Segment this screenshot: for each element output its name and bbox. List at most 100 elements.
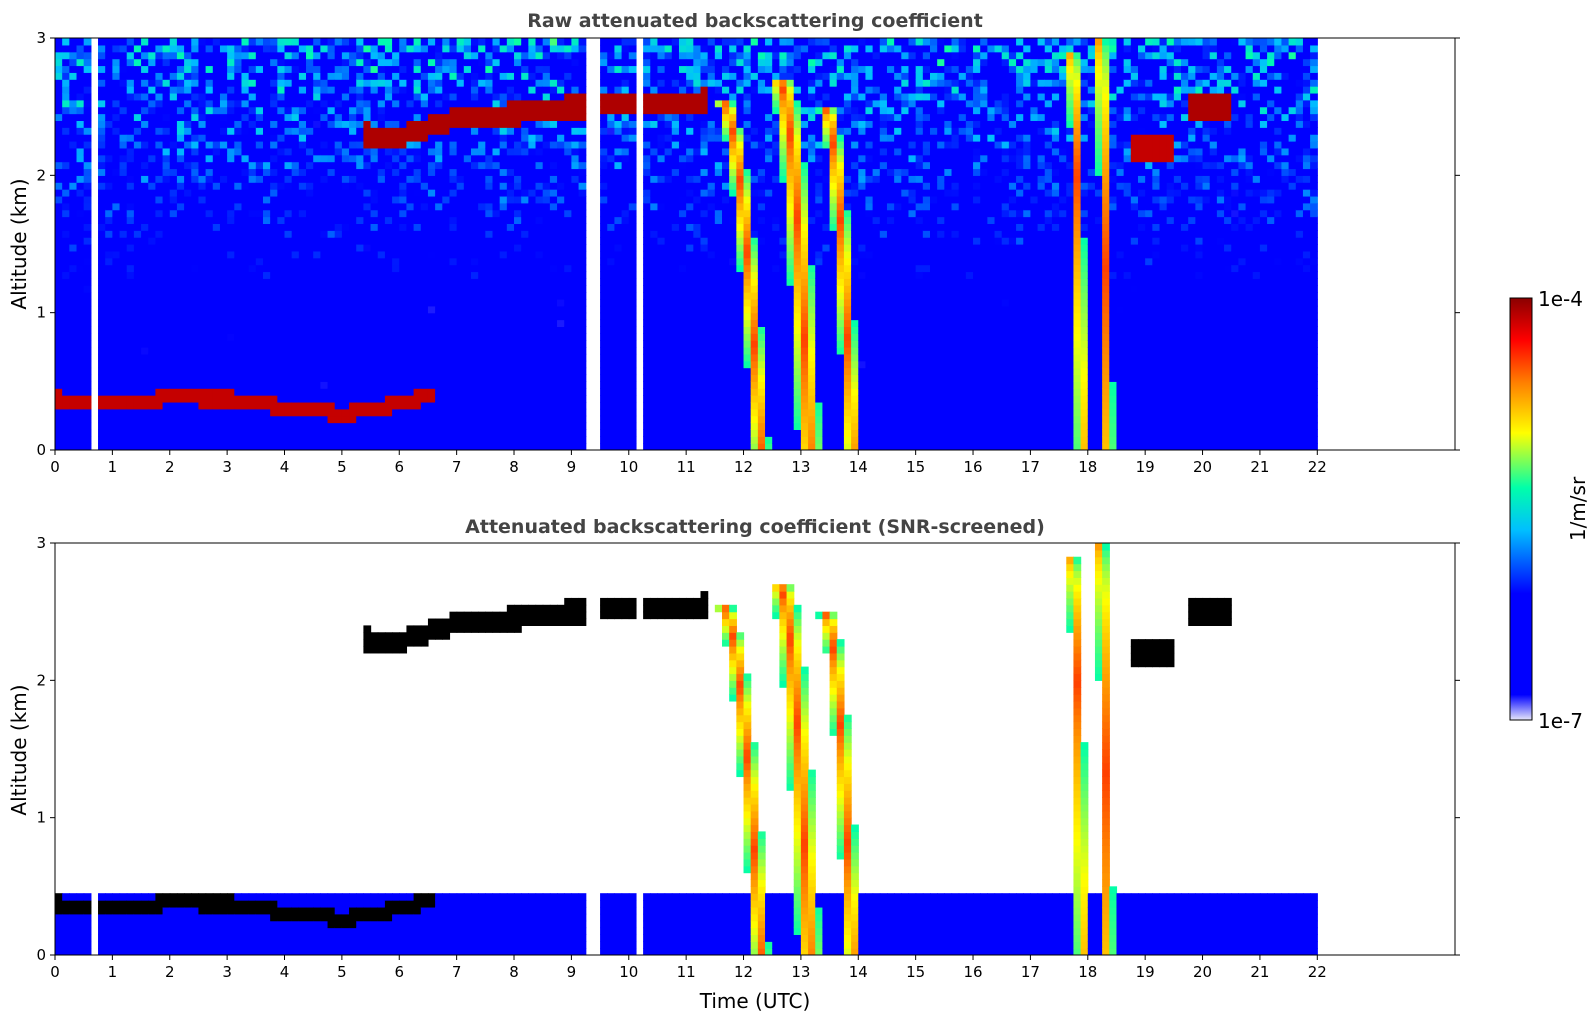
heatmap-cell <box>69 306 77 313</box>
heatmap-cell <box>500 38 508 45</box>
heatmap-cell <box>500 223 508 230</box>
heatmap-cell <box>206 38 214 45</box>
heatmap-cell <box>614 100 622 107</box>
heatmap-cell <box>650 52 658 59</box>
heatmap-cell <box>170 258 178 265</box>
heatmap-cell <box>328 271 336 278</box>
heatmap-cell <box>622 107 630 114</box>
heatmap-cell <box>313 168 321 175</box>
heatmap-cell <box>449 374 457 381</box>
heatmap-cell <box>120 141 128 148</box>
heatmap-cell <box>198 134 206 141</box>
heatmap-cell <box>471 217 479 224</box>
heatmap-cell <box>543 93 551 100</box>
heatmap-cell <box>449 306 457 313</box>
heatmap-cell <box>507 244 515 251</box>
heatmap-cell <box>227 175 235 182</box>
heatmap-cell <box>98 79 106 86</box>
heatmap-cell <box>342 45 350 52</box>
heatmap-cell <box>285 347 293 354</box>
heatmap-cell <box>536 436 544 443</box>
heatmap-cell <box>442 251 450 258</box>
heatmap-cell <box>392 320 400 327</box>
heatmap-cell <box>600 223 608 230</box>
heatmap-cell <box>643 107 651 114</box>
heatmap-cell <box>148 168 156 175</box>
heatmap-cell <box>579 285 587 292</box>
heatmap-cell <box>206 120 214 127</box>
heatmap-cell <box>170 354 178 361</box>
heatmap-cell <box>84 265 92 272</box>
heatmap-cell <box>521 388 529 395</box>
heatmap-cell <box>227 79 235 86</box>
heatmap-cell <box>571 244 579 251</box>
heatmap-cell <box>493 368 501 375</box>
heatmap-cell <box>163 237 171 244</box>
heatmap-cell <box>320 134 328 141</box>
heatmap-cell <box>256 423 264 430</box>
heatmap-cell <box>134 45 142 52</box>
heatmap-cell <box>385 230 393 237</box>
heatmap-cell <box>493 395 501 402</box>
heatmap-cell <box>442 416 450 423</box>
heatmap-cell <box>105 203 113 210</box>
heatmap-cell <box>191 189 199 196</box>
heatmap-cell <box>665 52 673 59</box>
heatmap-cell <box>378 347 386 354</box>
heatmap-cell <box>320 326 328 333</box>
heatmap-cell <box>428 203 436 210</box>
heatmap-cell <box>392 402 400 409</box>
heatmap-cell <box>464 210 472 217</box>
heatmap-cell <box>385 361 393 368</box>
heatmap-cell <box>471 340 479 347</box>
heatmap-cell <box>177 265 185 272</box>
heatmap-cell <box>528 423 536 430</box>
heatmap-cell <box>672 313 680 320</box>
heatmap-cell <box>507 374 515 381</box>
heatmap-cell <box>600 196 608 203</box>
heatmap-cell <box>349 285 357 292</box>
heatmap-cell <box>148 223 156 230</box>
heatmap-cell <box>378 443 386 450</box>
heatmap-cell <box>191 52 199 59</box>
heatmap-cell <box>299 299 307 306</box>
heatmap-cell <box>328 134 336 141</box>
heatmap-cell <box>335 416 343 423</box>
heatmap-cell <box>313 347 321 354</box>
heatmap-cell <box>335 141 343 148</box>
heatmap-cell <box>622 258 630 265</box>
heatmap-cell <box>206 265 214 272</box>
heatmap-cell <box>285 333 293 340</box>
heatmap-cell <box>607 210 615 217</box>
heatmap-cell <box>607 86 615 93</box>
heatmap-cell <box>385 443 393 450</box>
heatmap-cell <box>399 313 407 320</box>
heatmap-cell <box>392 443 400 450</box>
heatmap-cell <box>285 354 293 361</box>
heatmap-cell <box>356 79 364 86</box>
heatmap-cell <box>643 93 651 100</box>
heatmap-cell <box>69 320 77 327</box>
heatmap-cell <box>249 168 257 175</box>
heatmap-cell <box>507 333 515 340</box>
heatmap-cell <box>213 374 221 381</box>
heatmap-cell <box>112 72 120 79</box>
heatmap-cell <box>141 72 149 79</box>
heatmap-cell <box>607 141 615 148</box>
heatmap-cell <box>550 395 558 402</box>
heatmap-cell <box>69 203 77 210</box>
heatmap-cell <box>292 361 300 368</box>
heatmap-cell <box>69 175 77 182</box>
heatmap-cell <box>500 326 508 333</box>
heatmap-cell <box>227 114 235 121</box>
heatmap-cell <box>421 292 429 299</box>
heatmap-cell <box>435 388 443 395</box>
heatmap-cell <box>478 285 486 292</box>
heatmap-cell <box>256 120 264 127</box>
heatmap-cell <box>421 313 429 320</box>
heatmap-cell <box>285 443 293 450</box>
heatmap-cell <box>507 168 515 175</box>
heatmap-cell <box>478 416 486 423</box>
heatmap-cell <box>528 409 536 416</box>
heatmap-cell <box>77 86 85 93</box>
